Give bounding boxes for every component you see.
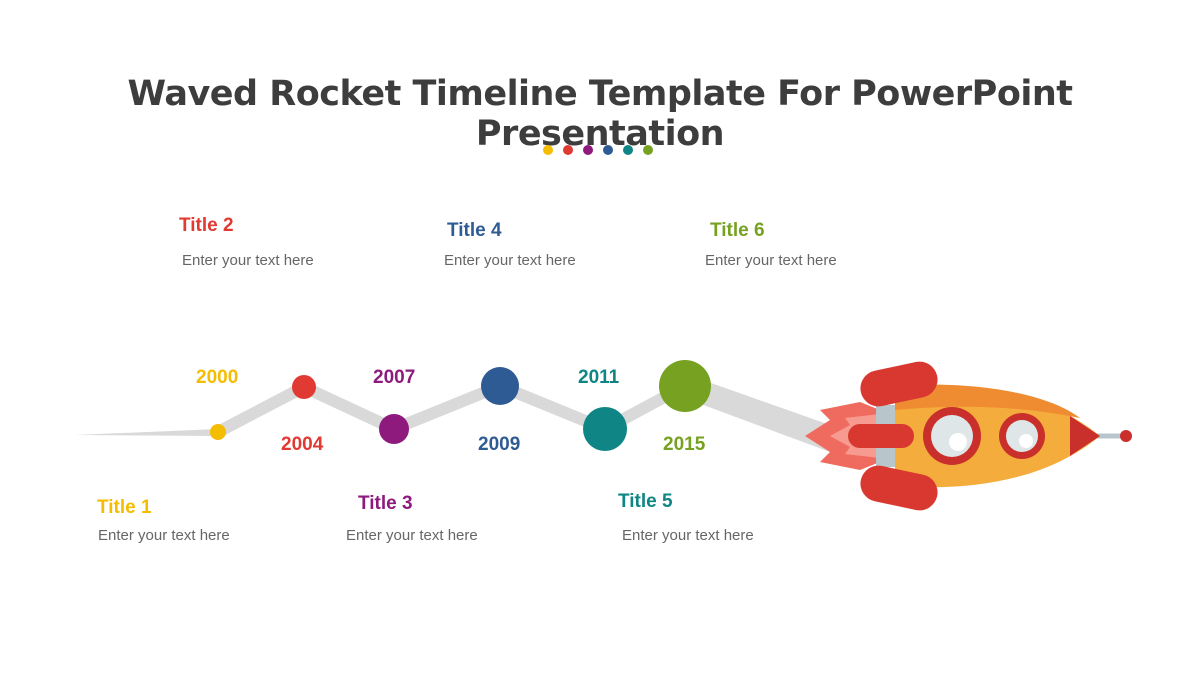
- dot: [603, 145, 613, 155]
- milestone-title: Title 2: [179, 215, 234, 236]
- milestone-node-2007: [379, 414, 409, 444]
- trail-tail: [75, 429, 218, 436]
- milestone-node-2009: [481, 367, 519, 405]
- milestone-year: 2007: [373, 367, 416, 388]
- milestone-title: Title 3: [358, 493, 413, 514]
- milestone-text: Enter your text here: [444, 252, 576, 269]
- milestone-node-2000: [210, 424, 226, 440]
- milestone-node-2015: [659, 360, 711, 412]
- slide-title: Waved Rocket Timeline Template For Power…: [127, 74, 1073, 154]
- milestone-title: Title 1: [97, 497, 152, 518]
- milestone-text: Enter your text here: [705, 252, 837, 269]
- dot: [583, 145, 593, 155]
- dot: [563, 145, 573, 155]
- trail-to-rocket: [680, 372, 830, 452]
- milestone-title: Title 5: [618, 491, 673, 512]
- milestone-year: 2015: [663, 434, 706, 455]
- milestone-node-2011: [583, 407, 627, 451]
- dot: [543, 145, 553, 155]
- milestone-text: Enter your text here: [98, 527, 230, 544]
- milestone-title: Title 4: [447, 220, 502, 241]
- milestone-node-2004: [292, 375, 316, 399]
- milestone-text: Enter your text here: [622, 527, 754, 544]
- milestone-text: Enter your text here: [346, 527, 478, 544]
- rocket-icon: [805, 361, 1132, 511]
- dot: [623, 145, 633, 155]
- dot: [643, 145, 653, 155]
- milestone-title: Title 6: [710, 220, 765, 241]
- milestone-text: Enter your text here: [182, 252, 314, 269]
- milestone-year: 2004: [281, 434, 324, 455]
- milestone-year: 2000: [196, 367, 239, 388]
- milestone-year: 2009: [478, 434, 521, 455]
- milestone-year: 2011: [578, 367, 620, 388]
- decorative-dots: [543, 145, 653, 155]
